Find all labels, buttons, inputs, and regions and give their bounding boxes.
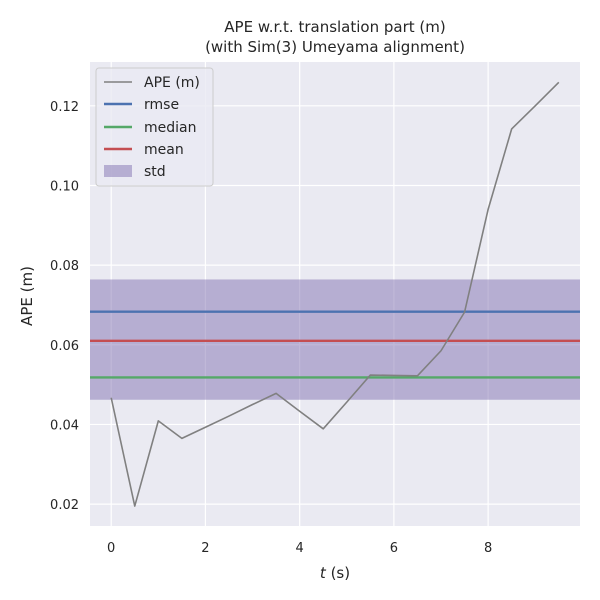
ape-series-line xyxy=(110,81,560,507)
x-tick-label: 6 xyxy=(390,541,398,556)
chart-title-line-2: (with Sim(3) Umeyama alignment) xyxy=(205,38,465,56)
y-tick-label: 0.06 xyxy=(50,339,79,354)
x-tick-label: 8 xyxy=(484,541,492,556)
chart-title-line-1: APE w.r.t. translation part (m) xyxy=(224,18,445,36)
x-tick-label: 2 xyxy=(201,541,209,556)
x-tick-label: 0 xyxy=(107,541,115,556)
y-tick-labels: 0.02 0.04 0.06 0.08 0.10 0.12 xyxy=(50,100,79,513)
legend-label-mean: mean xyxy=(144,142,184,158)
legend-label-median: median xyxy=(144,120,196,136)
legend-label-std: std xyxy=(144,164,166,180)
legend-swatch-std xyxy=(104,165,132,177)
legend-label-ape: APE (m) xyxy=(144,75,200,91)
legend-frame xyxy=(95,67,214,187)
y-tick-label: 0.10 xyxy=(50,179,79,194)
y-axis-label: APE (m) xyxy=(18,266,36,326)
y-tick-label: 0.02 xyxy=(50,498,79,513)
y-tick-label: 0.08 xyxy=(50,259,79,274)
x-axis-label-variable: t xyxy=(320,564,327,582)
x-axis-label-unit: (s) xyxy=(326,564,350,582)
x-tick-labels: 0 2 4 6 8 xyxy=(107,541,492,556)
legend-label-rmse: rmse xyxy=(144,97,179,113)
stat-lines xyxy=(90,310,580,379)
y-tick-label: 0.04 xyxy=(50,418,79,433)
legend: APE (m) rmse median mean std xyxy=(95,67,214,187)
x-axis-label: t (s) xyxy=(320,564,350,582)
y-tick-label: 0.12 xyxy=(50,100,79,115)
x-tick-label: 4 xyxy=(296,541,304,556)
series-layer xyxy=(110,81,560,507)
